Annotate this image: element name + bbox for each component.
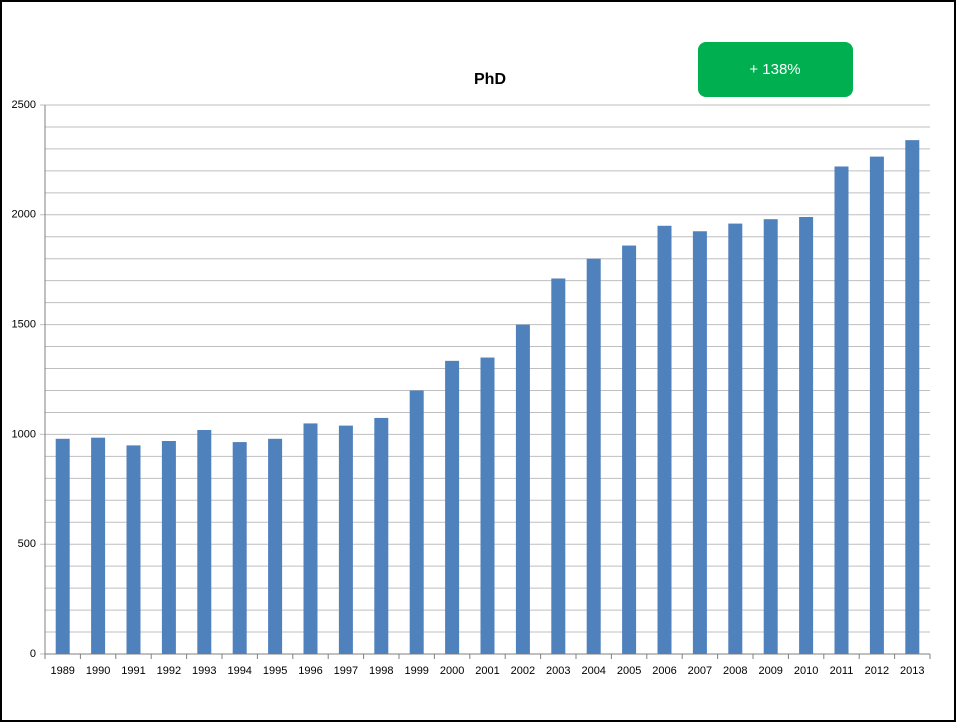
x-tick-label: 2012	[865, 665, 889, 677]
bar	[622, 245, 637, 654]
bar	[374, 417, 389, 654]
bar	[905, 140, 920, 655]
y-tick-label: 2500	[12, 99, 36, 111]
annotation-box	[698, 42, 853, 97]
x-tick-label: 2008	[723, 665, 747, 677]
x-tick-label: 2009	[758, 665, 782, 677]
x-tick-label: 2006	[652, 665, 676, 677]
bar	[268, 438, 283, 654]
x-tick-label: 2003	[546, 665, 570, 677]
bar	[799, 216, 814, 654]
x-tick-label: 2013	[900, 665, 924, 677]
bar	[161, 440, 176, 654]
y-tick-label: 1500	[12, 319, 36, 331]
x-tick-label: 1990	[86, 665, 110, 677]
y-tick-label: 1000	[12, 428, 36, 440]
x-tick-label: 2001	[475, 665, 499, 677]
bar	[91, 437, 106, 654]
x-tick-label: 2010	[794, 665, 818, 677]
x-tick-label: 2002	[511, 665, 535, 677]
x-tick-label: 1995	[263, 665, 287, 677]
x-tick-label: 1994	[227, 665, 251, 677]
x-tick-label: 1993	[192, 665, 216, 677]
bar	[409, 390, 424, 654]
annotation: + 138%	[749, 61, 800, 78]
bar	[197, 430, 212, 654]
x-tick-label: 1992	[157, 665, 181, 677]
x-tick-label: 2000	[440, 665, 464, 677]
chart-title: PhD	[474, 71, 506, 88]
bar	[763, 219, 778, 654]
x-tick-label: 2007	[688, 665, 712, 677]
x-tick-label: 2011	[830, 665, 854, 677]
bar	[480, 357, 495, 654]
bar	[303, 423, 318, 654]
x-tick-label: 1997	[334, 665, 358, 677]
bar	[657, 225, 672, 654]
bar	[586, 258, 601, 654]
x-tick-label: 1998	[369, 665, 393, 677]
bar	[55, 438, 70, 654]
x-tick-label: 2004	[581, 665, 605, 677]
bar	[445, 360, 460, 654]
x-tick-label: 1989	[50, 665, 74, 677]
x-tick-label: 1991	[121, 665, 145, 677]
y-tick-label: 500	[18, 538, 36, 550]
bar	[551, 278, 566, 654]
bar	[869, 156, 884, 654]
bar	[834, 166, 849, 654]
x-tick-label: 2005	[617, 665, 641, 677]
bar	[232, 442, 247, 654]
bar	[728, 223, 743, 655]
bar	[692, 231, 707, 654]
x-tick-label: 1996	[298, 665, 322, 677]
y-tick-label: 2000	[12, 209, 36, 221]
bar	[338, 425, 353, 654]
bar	[126, 445, 141, 654]
x-tick-label: 1999	[404, 665, 428, 677]
y-tick-label: 0	[30, 648, 36, 660]
bar	[515, 324, 530, 654]
